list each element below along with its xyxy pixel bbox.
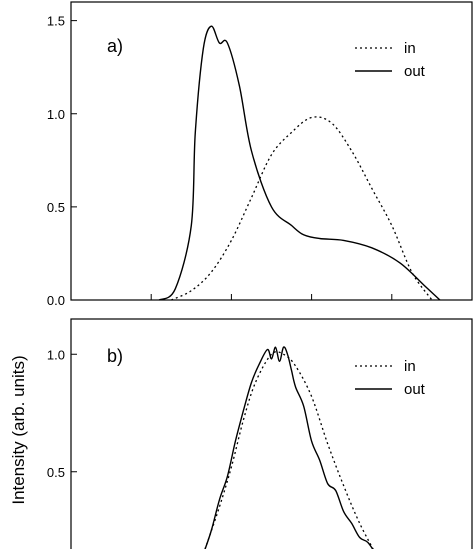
y-tick-label: 0.5	[47, 465, 65, 480]
series-line-in	[171, 116, 433, 301]
y-tick-label: 0.5	[47, 200, 65, 215]
legend-in-label: in	[404, 40, 416, 57]
series-line-out	[204, 346, 374, 549]
panel-b-legend: in out	[355, 358, 426, 398]
y-axis-label: Intensity (arb. units)	[9, 355, 28, 504]
panel-b-curves	[204, 346, 374, 549]
legend-out-label: out	[404, 63, 426, 80]
panel-b-label: b)	[107, 346, 123, 366]
panel-a-frame	[70, 1, 473, 301]
panel-a-ticks: 0.0 0.5 1.0 1.5	[47, 14, 393, 308]
panel-b-frame	[70, 318, 473, 549]
panel-a-legend: in out	[355, 40, 426, 80]
legend-out-label: out	[404, 381, 426, 398]
y-tick-label: 1.0	[47, 107, 65, 122]
panel-b-ticks: 0.5 1.0	[47, 347, 77, 480]
y-tick-label: 1.0	[47, 347, 65, 362]
panel-b: 0.5 1.0 b) in out	[47, 318, 473, 549]
panel-a: 0.0 0.5 1.0 1.5 a) in out	[47, 1, 473, 308]
panel-a-curves	[158, 25, 441, 301]
legend-in-label: in	[404, 358, 416, 375]
y-tick-label: 0.0	[47, 293, 65, 308]
series-line-in	[204, 351, 374, 549]
y-tick-label: 1.5	[47, 14, 65, 29]
panel-a-label: a)	[107, 36, 123, 56]
series-line-out	[158, 25, 441, 301]
